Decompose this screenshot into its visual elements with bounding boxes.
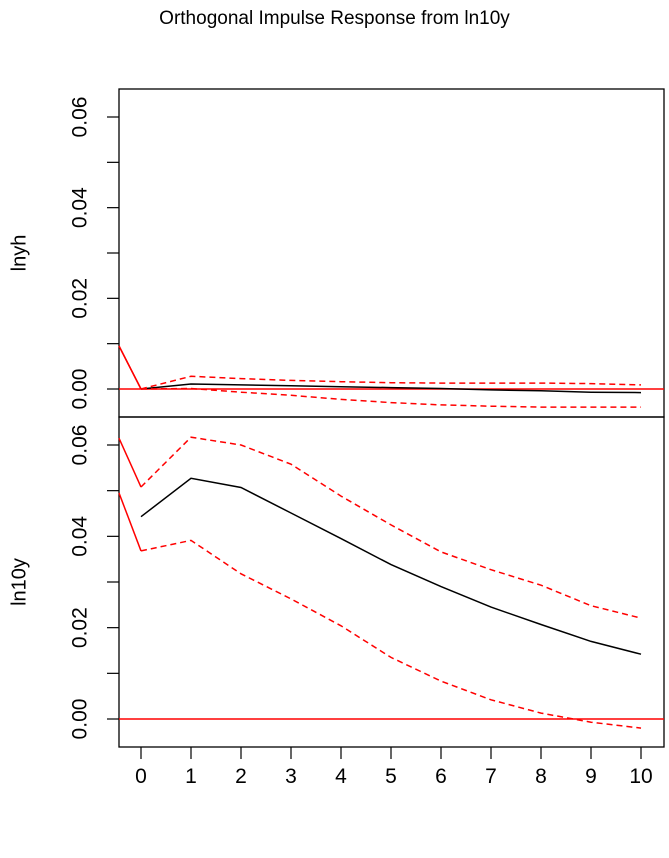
x-tick-label: 0 xyxy=(135,765,147,788)
panel-frame xyxy=(118,416,665,748)
y-tick-label: 0.04 xyxy=(69,187,92,228)
series-response xyxy=(140,477,642,655)
series-upper xyxy=(140,375,642,390)
y-tick-label: 0.06 xyxy=(69,425,92,466)
x-tick-label: 8 xyxy=(535,765,547,788)
y-axis-label: ln10y xyxy=(8,558,30,606)
panel-lnyh: 0.00 0.02 0.04 0.06 lnyh xyxy=(8,88,665,418)
y-tick-label: 0.02 xyxy=(69,278,92,319)
chart-title: Orthogonal Impulse Response from ln10y xyxy=(159,8,510,29)
x-tick-label: 10 xyxy=(629,765,652,788)
x-tick-label: 5 xyxy=(385,765,397,788)
x-axis: 0 1 2 3 4 5 6 7 8 9 10 xyxy=(135,747,653,788)
x-tick-label: 3 xyxy=(285,765,297,788)
ci-edge-line xyxy=(118,437,142,488)
ci-edge-line xyxy=(118,492,142,552)
series-lower xyxy=(140,539,642,729)
x-tick-label: 1 xyxy=(185,765,197,788)
series-lower xyxy=(140,387,641,408)
x-tick-label: 6 xyxy=(435,765,447,788)
panel-frame xyxy=(118,88,665,418)
y-tick-label: 0.00 xyxy=(69,699,92,740)
ci-edge-line xyxy=(118,345,142,390)
panel-ln10y: 0.00 0.02 0.04 0.06 ln10y xyxy=(8,416,665,748)
x-tick-label: 7 xyxy=(485,765,497,788)
x-tick-label: 4 xyxy=(335,765,347,788)
y-tick-label: 0.04 xyxy=(69,516,92,557)
x-tick-label: 2 xyxy=(235,765,247,788)
series-response xyxy=(140,383,642,394)
panels-layer: 0.00 0.02 0.04 0.06 lnyh 0.00 0.02 0.04 0.06 ln10… xyxy=(8,88,665,748)
series-upper xyxy=(140,436,642,619)
y-tick-label: 0.02 xyxy=(69,607,92,648)
y-axis-label: lnyh xyxy=(8,235,30,272)
y-tick-label: 0.06 xyxy=(69,97,92,138)
y-tick-label: 0.00 xyxy=(69,369,92,410)
x-tick-label: 9 xyxy=(585,765,597,788)
